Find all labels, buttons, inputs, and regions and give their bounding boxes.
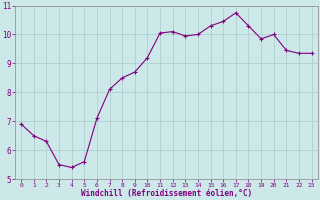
- X-axis label: Windchill (Refroidissement éolien,°C): Windchill (Refroidissement éolien,°C): [81, 189, 252, 198]
